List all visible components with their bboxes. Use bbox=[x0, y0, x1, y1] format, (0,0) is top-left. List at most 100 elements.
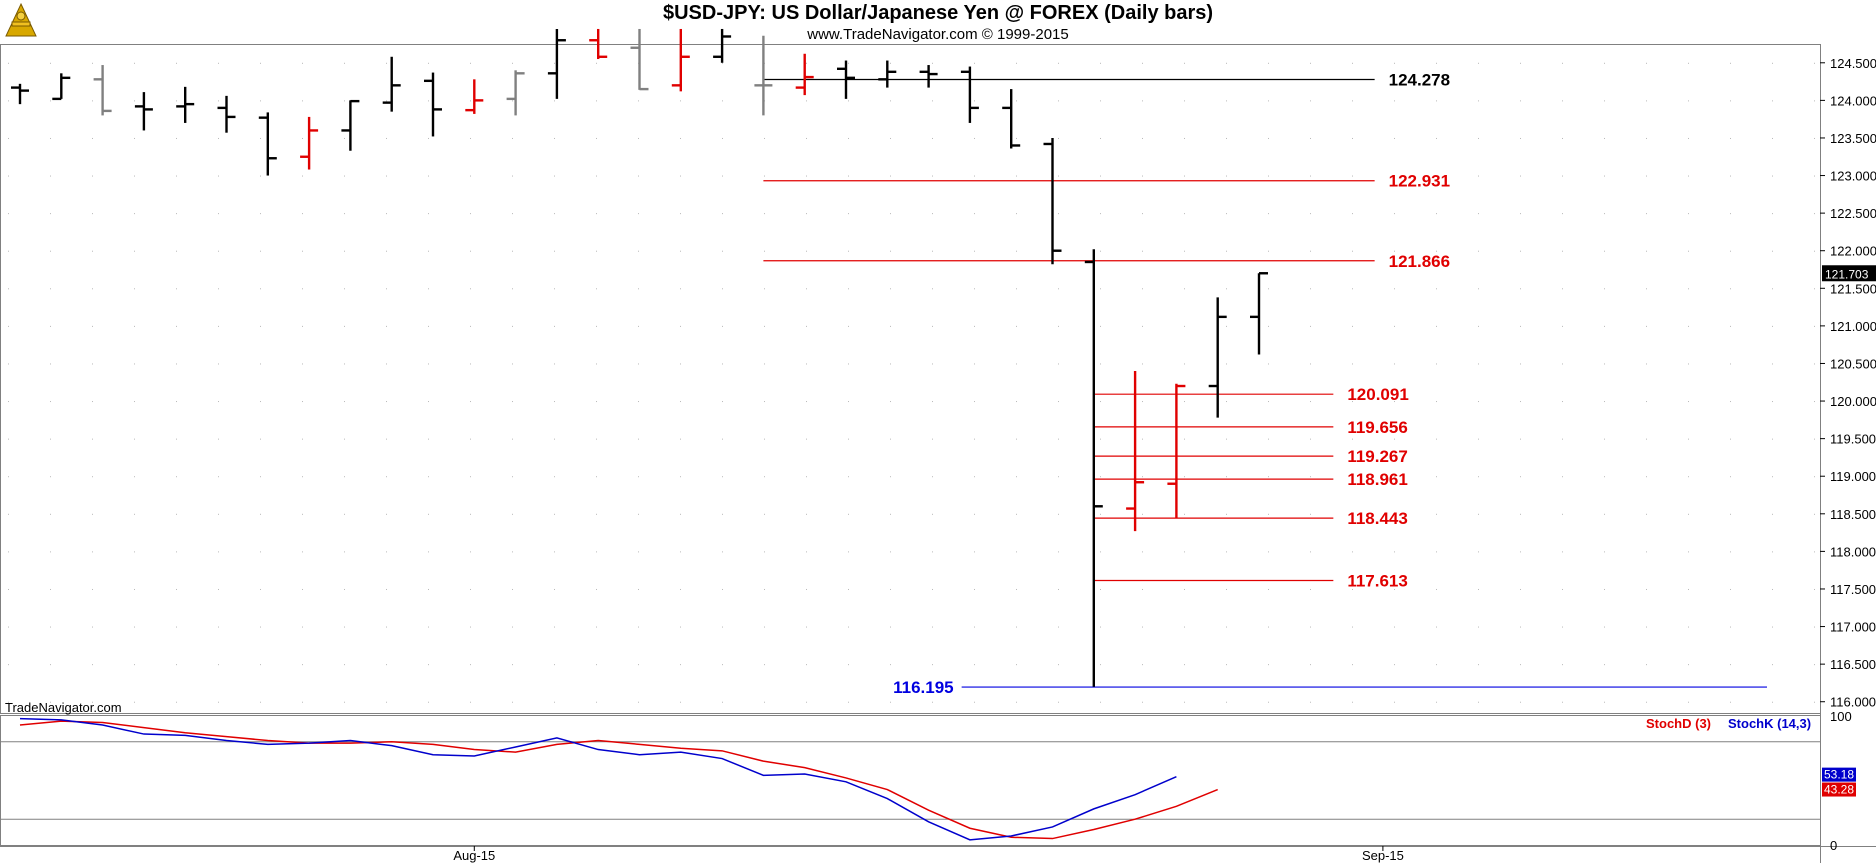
grid-dot bbox=[806, 401, 807, 403]
grid-dot bbox=[1814, 363, 1815, 365]
grid-dot bbox=[638, 213, 639, 215]
grid-dot bbox=[1478, 588, 1479, 590]
grid-dot bbox=[890, 551, 891, 553]
grid-dot bbox=[92, 213, 93, 215]
grid-dot bbox=[1394, 664, 1395, 666]
grid-dot bbox=[1310, 551, 1311, 553]
grid-dot bbox=[134, 325, 135, 327]
grid-dot bbox=[1226, 325, 1227, 327]
grid-dot bbox=[176, 175, 177, 177]
grid-dot bbox=[1478, 513, 1479, 515]
grid-dot bbox=[470, 288, 471, 290]
grid-dot bbox=[890, 100, 891, 102]
stoch-tick-label: 100 bbox=[1830, 709, 1852, 724]
grid-dot bbox=[8, 175, 9, 177]
grid-dot bbox=[470, 250, 471, 252]
grid-dot bbox=[1562, 250, 1563, 252]
grid-dot bbox=[932, 363, 933, 365]
grid-dot bbox=[722, 213, 723, 215]
grid-dot bbox=[1562, 363, 1563, 365]
grid-dot bbox=[638, 664, 639, 666]
grid-dot bbox=[680, 438, 681, 440]
grid-dot bbox=[386, 62, 387, 64]
grid-dot bbox=[1646, 401, 1647, 403]
grid-dot bbox=[722, 175, 723, 177]
price-tick-label: 118.000 bbox=[1830, 544, 1876, 559]
grid-dot bbox=[932, 551, 933, 553]
grid-dot bbox=[386, 100, 387, 102]
grid-dot bbox=[1394, 250, 1395, 252]
grid-dot bbox=[890, 325, 891, 327]
grid-dot bbox=[1100, 476, 1101, 478]
grid-dot bbox=[848, 626, 849, 628]
ohlc-bar bbox=[52, 73, 71, 101]
grid-dot bbox=[596, 250, 597, 252]
grid-dot bbox=[974, 363, 975, 365]
grid-dot bbox=[680, 401, 681, 403]
price-tick-label: 120.500 bbox=[1830, 356, 1876, 371]
grid-dot bbox=[764, 363, 765, 365]
grid-dot bbox=[1352, 701, 1353, 703]
grid-dot bbox=[1394, 62, 1395, 64]
grid-dot bbox=[134, 137, 135, 139]
grid-dot bbox=[554, 701, 555, 703]
stochk-value-label: 53.18 bbox=[1824, 768, 1854, 782]
grid-dot bbox=[302, 288, 303, 290]
grid-dot bbox=[302, 325, 303, 327]
grid-dot bbox=[1688, 288, 1689, 290]
grid-dot bbox=[1142, 551, 1143, 553]
stochd-value-label: 43.28 bbox=[1824, 783, 1854, 797]
grid-dot bbox=[470, 588, 471, 590]
grid-dot bbox=[1604, 62, 1605, 64]
grid-dot bbox=[1562, 664, 1563, 666]
level-label: 118.961 bbox=[1347, 470, 1408, 489]
grid-dot bbox=[512, 513, 513, 515]
grid-dot bbox=[1352, 137, 1353, 139]
grid-dot bbox=[1814, 288, 1815, 290]
grid-dot bbox=[176, 288, 177, 290]
grid-dot bbox=[1436, 401, 1437, 403]
grid-dot bbox=[974, 476, 975, 478]
legend-stochk: StochK (14,3) bbox=[1728, 716, 1812, 731]
grid-dot bbox=[302, 513, 303, 515]
grid-dot bbox=[1520, 175, 1521, 177]
grid-dot bbox=[1352, 363, 1353, 365]
grid-dot bbox=[596, 325, 597, 327]
grid-dot bbox=[1646, 476, 1647, 478]
grid-dot bbox=[512, 325, 513, 327]
grid-dot bbox=[8, 213, 9, 215]
grid-dot bbox=[428, 62, 429, 64]
level-label: 124.278 bbox=[1389, 70, 1450, 89]
grid-dot bbox=[1436, 325, 1437, 327]
grid-dot bbox=[1100, 551, 1101, 553]
grid-dot bbox=[1604, 213, 1605, 215]
grid-dot bbox=[1310, 401, 1311, 403]
grid-dot bbox=[932, 438, 933, 440]
grid-dot bbox=[1772, 250, 1773, 252]
price-tick-label: 116.000 bbox=[1830, 695, 1876, 710]
grid-dot bbox=[932, 401, 933, 403]
ohlc-bar bbox=[630, 28, 649, 91]
level-label: 119.267 bbox=[1347, 447, 1408, 466]
grid-dot bbox=[134, 62, 135, 64]
grid-dot bbox=[1310, 513, 1311, 515]
grid-dot bbox=[344, 62, 345, 64]
grid-dot bbox=[1058, 588, 1059, 590]
grid-dot bbox=[344, 664, 345, 666]
grid-dot bbox=[50, 401, 51, 403]
grid-dot bbox=[1604, 588, 1605, 590]
level-label: 118.443 bbox=[1347, 509, 1408, 528]
grid-dot bbox=[8, 588, 9, 590]
grid-dot bbox=[1730, 250, 1731, 252]
grid-dot bbox=[1184, 701, 1185, 703]
grid-dot bbox=[1394, 401, 1395, 403]
ohlc-bar bbox=[424, 72, 442, 137]
grid-dot bbox=[1100, 513, 1101, 515]
grid-dot bbox=[1226, 250, 1227, 252]
grid-dot bbox=[1562, 588, 1563, 590]
level-label: 122.931 bbox=[1389, 172, 1450, 191]
grid-dot bbox=[1184, 476, 1185, 478]
grid-dot bbox=[8, 363, 9, 365]
grid-dot bbox=[1436, 137, 1437, 139]
grid-dot bbox=[764, 513, 765, 515]
